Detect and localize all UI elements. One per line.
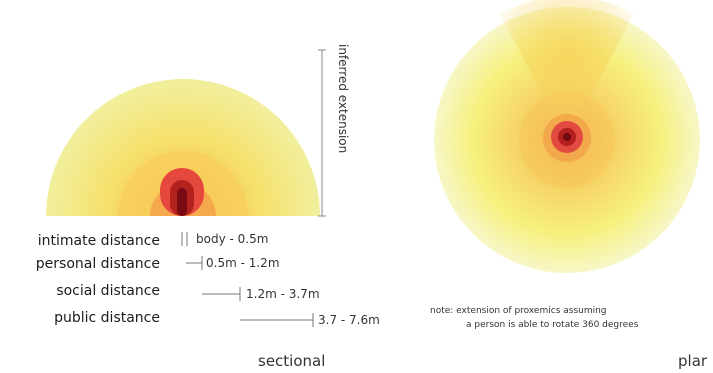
plan-upper-wedge xyxy=(500,0,634,140)
plan-note-line2: a person is able to rotate 360 degrees xyxy=(466,320,639,330)
public-distance-label: public distance xyxy=(54,310,160,326)
sectional-caption: sectional xyxy=(258,352,326,370)
personal-range-label: 0.5m - 1.2m xyxy=(206,256,280,270)
intimate-distance-label: intimate distance xyxy=(37,233,160,249)
inferred-extension-label: inferred extension xyxy=(336,44,350,154)
plan-diagram xyxy=(434,0,700,273)
distance-scale xyxy=(181,232,314,327)
intimate-range-label: body - 0.5m xyxy=(196,232,269,246)
social-range-label: 1.2m - 3.7m xyxy=(246,287,320,301)
plan-caption: plar xyxy=(678,352,708,370)
inferred-extension-bracket xyxy=(318,49,326,217)
plan-note-line1: note: extension of proxemics assuming xyxy=(430,306,607,316)
sectional-diagram xyxy=(46,79,320,216)
public-range-label: 3.7 - 7.6m xyxy=(318,313,380,327)
personal-distance-label: personal distance xyxy=(35,256,160,272)
body-core-dot xyxy=(563,133,571,141)
social-distance-label: social distance xyxy=(56,283,160,299)
public-zone-semicircle xyxy=(46,79,320,216)
body-core xyxy=(177,188,187,216)
